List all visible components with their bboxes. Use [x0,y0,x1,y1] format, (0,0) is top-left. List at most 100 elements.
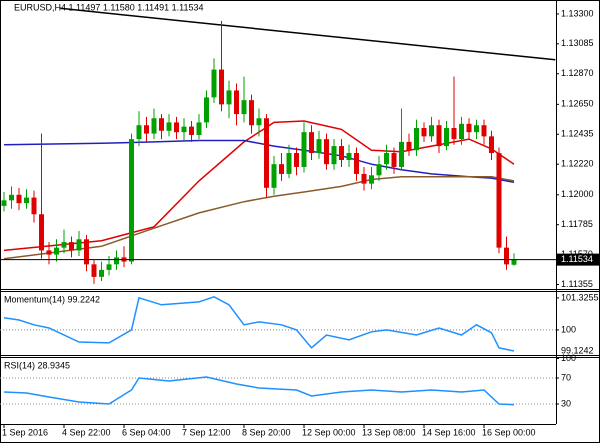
moving-average [3,120,515,252]
candle-body [376,164,382,176]
candle-body [189,126,194,135]
candle-body [204,97,209,123]
indicator-line [3,376,515,406]
y-tick-label: 1.11785 [561,219,593,229]
candle-body [1,200,7,206]
last-price-label: 1.11534 [561,254,593,264]
candle-body [436,125,442,147]
x-tick-label: 6 Sep 04:00 [122,427,171,437]
candle-body [346,153,352,160]
chart-title: EURUSD,H4 1.11497 1.11580 1.11491 1.1153… [14,2,203,12]
candle-body [54,247,59,255]
y-tick-label: 100 [561,324,576,334]
candle-body [69,242,74,251]
x-tick-label: 8 Sep 20:00 [242,427,291,437]
candle-body [84,239,89,265]
candle-body [234,90,239,115]
candle-body [166,122,172,131]
candle-body [31,197,37,215]
candle-body [144,125,149,134]
y-tick-label: 100 [561,353,576,363]
candle-body [24,197,29,204]
y-tick-label: 1.11355 [561,279,593,289]
candle-body [129,139,134,262]
candle-body [174,122,179,133]
y-tick-label: 1.13300 [561,8,594,18]
indicator-line [3,295,515,352]
x-tick-label: 14 Sep 16:00 [422,427,476,437]
last-price-box [557,253,600,266]
y-tick-label: 1.12000 [561,189,594,199]
candle-body [391,153,397,167]
candle-body [151,118,157,134]
candle-body [451,128,457,140]
candle-body [331,146,337,165]
x-tick-label: 13 Sep 08:00 [362,427,416,437]
candle-body [459,123,464,140]
candle-body [46,250,52,255]
candle-body [481,125,487,137]
candle-body [256,118,262,126]
y-tick-label: 101.3255 [561,292,599,302]
candle-body [369,175,374,184]
candle-body [324,139,329,165]
candle-body [361,173,367,184]
y-tick-label: 1.12870 [561,68,594,78]
x-tick-label: 12 Sep 00:00 [302,427,356,437]
candle-body [406,141,412,151]
candle-body [354,153,359,174]
candle-body [414,128,419,151]
candle-body [114,257,119,265]
rsi-title: RSI(14) 28.9345 [4,360,70,370]
candle-body [444,128,449,147]
candle-body [264,118,269,188]
last-value-label: 99.1242 [561,345,594,355]
candle-body [91,264,97,277]
candle-body [16,194,22,204]
candle-body [39,214,44,251]
candle-body [504,247,509,265]
candle-body [421,128,427,137]
candle-body [511,259,517,265]
x-tick-label: 4 Sep 22:00 [62,427,111,437]
candle-body [466,123,472,133]
y-tick-label: 1.12220 [561,159,594,169]
moving-average [3,175,515,260]
candle-body [271,164,277,188]
candle-body [181,126,187,133]
candle-body [249,100,254,126]
candle-body [301,132,307,167]
candle-body [384,153,389,165]
trendline [60,7,556,61]
candle-body [106,264,112,270]
momentum-title: Momentum(14) 99.2242 [4,294,100,304]
y-tick-label: 1.13085 [561,38,594,48]
candle-body [9,194,14,201]
y-tick-label: 30 [561,398,571,408]
y-tick-label: 70 [561,372,571,382]
candle-body [136,125,142,140]
y-tick-label: 1.12650 [561,99,594,109]
candle-body [76,239,82,251]
candle-body [279,164,284,174]
candle-body [226,90,232,105]
candle-body [339,146,344,160]
candle-body [219,69,224,105]
candle-body [294,153,299,167]
candle-body [196,122,202,135]
candle-body [241,100,247,115]
x-tick-label: 1 Sep 2016 [2,427,48,437]
candle-body [309,132,314,154]
candle-body [399,141,404,167]
candle-body [496,153,502,248]
x-tick-label: 16 Sep 00:00 [482,427,536,437]
candle-body [159,118,164,131]
candle-body [429,125,434,137]
candle-body [489,136,494,154]
candle-body [474,125,479,133]
candle-body [61,242,67,248]
y-tick-label: 1.12435 [561,129,594,139]
candle-body [211,69,217,98]
